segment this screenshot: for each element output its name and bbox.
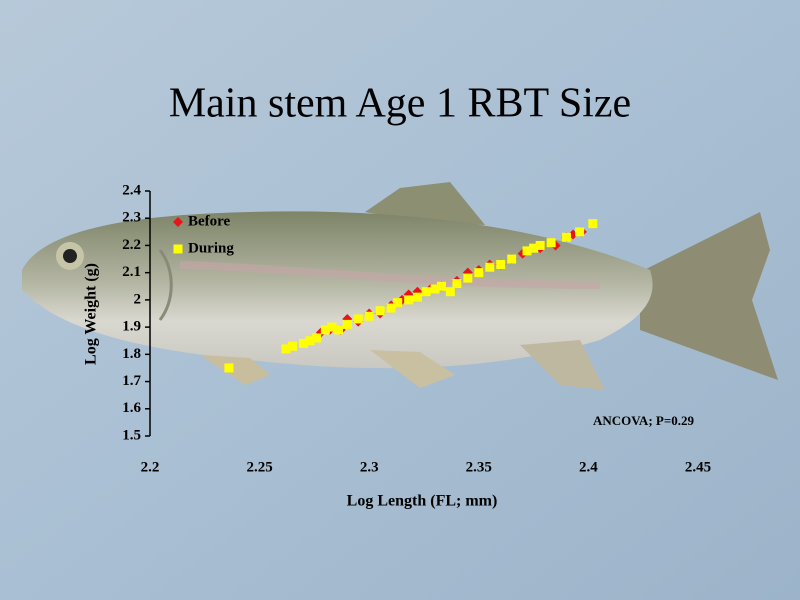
y-tick-label: 1.9 (122, 319, 141, 335)
legend-marker (173, 217, 183, 227)
point (375, 306, 385, 316)
point (421, 287, 431, 297)
point (353, 314, 363, 324)
point (546, 238, 556, 248)
x-tick-label: 2.25 (246, 459, 272, 475)
x-axis-label: Log Length (FL; mm) (347, 493, 498, 510)
point (305, 336, 315, 346)
point (430, 284, 440, 294)
point (364, 311, 374, 321)
x-tick-label: 2.4 (579, 459, 598, 475)
point (334, 325, 344, 335)
point (298, 338, 308, 348)
x-tick-label: 2.35 (466, 459, 492, 475)
point (224, 363, 234, 373)
y-tick-label: 1.7 (122, 373, 141, 389)
legend-marker (173, 244, 183, 254)
point (485, 262, 495, 272)
point (445, 287, 455, 297)
legend-label: During (188, 240, 234, 256)
point (320, 325, 330, 335)
point (287, 341, 297, 351)
point (588, 219, 598, 229)
point (437, 281, 447, 291)
x-tick-label: 2.45 (685, 459, 711, 475)
y-tick-label: 1.5 (122, 427, 141, 443)
legend-label: Before (188, 213, 231, 229)
annotation: ANCOVA; P=0.29 (593, 413, 695, 428)
y-tick-label: 2 (134, 291, 142, 307)
y-tick-label: 2.1 (122, 264, 141, 280)
point (386, 303, 396, 313)
point (452, 279, 462, 289)
y-tick-label: 2.3 (122, 210, 141, 226)
y-tick-label: 2.4 (122, 182, 141, 198)
point (496, 260, 506, 269)
point (342, 319, 352, 329)
point (535, 240, 545, 250)
point (281, 344, 291, 354)
point (575, 227, 585, 237)
point (404, 295, 414, 305)
point (312, 333, 322, 343)
chart-title: Main stem Age 1 RBT Size (169, 81, 631, 127)
y-axis-label: Log Weight (g) (83, 263, 100, 365)
point (529, 243, 539, 253)
point (412, 292, 422, 302)
y-tick-label: 1.6 (122, 400, 141, 416)
point (561, 232, 571, 242)
y-tick-label: 2.2 (122, 237, 141, 253)
x-tick-label: 2.2 (141, 459, 160, 475)
point (507, 254, 517, 264)
point (327, 322, 337, 332)
x-tick-label: 2.3 (360, 459, 379, 475)
y-tick-label: 1.8 (122, 346, 141, 362)
point (463, 273, 473, 283)
point (522, 246, 532, 256)
point (474, 268, 484, 278)
point (393, 298, 403, 308)
